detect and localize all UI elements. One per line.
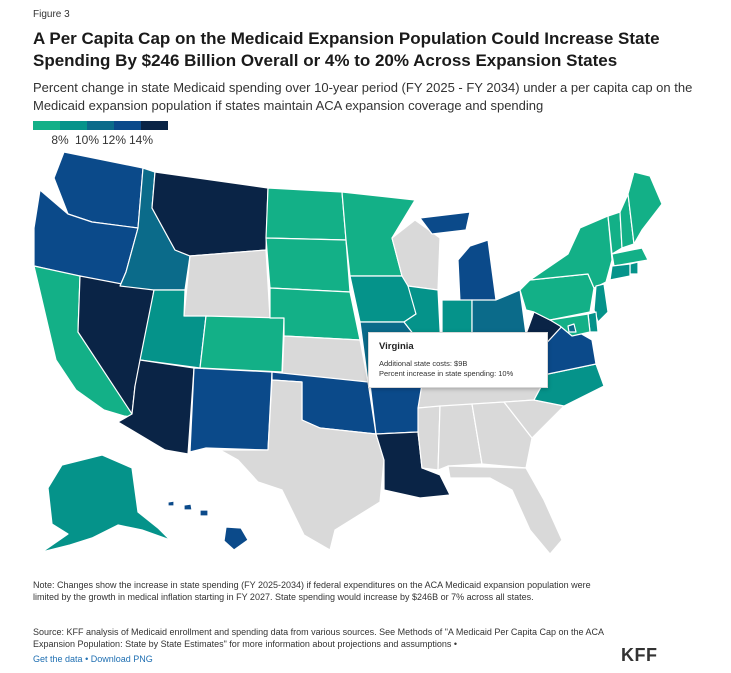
- tooltip-state-name: Virginia: [379, 341, 414, 352]
- state-florida[interactable]: [447, 465, 563, 555]
- state-texas[interactable]: [219, 379, 385, 551]
- state-maine[interactable]: [627, 171, 663, 245]
- state-wyoming[interactable]: [183, 249, 271, 319]
- state-new-mexico[interactable]: [189, 367, 273, 453]
- legend-swatches: [33, 121, 168, 130]
- state-alabama[interactable]: [437, 403, 483, 471]
- state-district-of-columbia[interactable]: [567, 323, 577, 333]
- state-georgia[interactable]: [471, 401, 533, 469]
- chart-source: Source: KFF analysis of Medicaid enrollm…: [33, 627, 604, 649]
- legend-tick-label: 12%: [101, 133, 127, 147]
- color-legend: 8% 10% 12% 14%: [33, 121, 168, 147]
- state-pennsylvania[interactable]: [519, 273, 595, 321]
- legend-tick-label: 14%: [128, 133, 154, 147]
- download-png-link[interactable]: Download PNG: [90, 654, 153, 664]
- kff-logo[interactable]: KFF: [621, 645, 658, 665]
- chart-subtitle: Percent change in state Medicaid spendin…: [33, 80, 693, 113]
- legend-tick-label: 8%: [51, 133, 69, 147]
- tooltip-additional-costs: Additional state costs: $9B: [379, 359, 468, 368]
- state-north-dakota[interactable]: [265, 187, 347, 241]
- legend-swatch-3: [87, 121, 114, 130]
- tooltip-percent-increase: Percent increase in state spending: 10%: [379, 369, 514, 378]
- figure-label: Figure 3: [33, 9, 70, 20]
- chart-note: Note: Changes show the increase in state…: [33, 580, 591, 602]
- us-choropleth-map: [33, 151, 663, 555]
- state-mississippi[interactable]: [417, 405, 441, 471]
- link-separator: •: [85, 654, 89, 664]
- state-arkansas[interactable]: [369, 383, 423, 435]
- footer-links: Get the data • Download PNG: [33, 654, 153, 664]
- state-connecticut[interactable]: [609, 263, 631, 281]
- state-new-jersey[interactable]: [593, 283, 609, 323]
- state-massachusetts[interactable]: [611, 247, 649, 267]
- state-tooltip: Virginia Additional state costs: $9B Per…: [368, 332, 548, 388]
- legend-swatch-1: [33, 121, 60, 130]
- state-new-york[interactable]: [529, 215, 613, 289]
- legend-swatch-4: [114, 121, 141, 130]
- legend-swatch-5: [141, 121, 168, 130]
- state-rhode-island[interactable]: [629, 261, 639, 275]
- state-south-dakota[interactable]: [265, 237, 351, 293]
- state-alaska[interactable]: [41, 454, 171, 553]
- legend-labels: 8% 10% 12% 14%: [33, 130, 168, 147]
- chart-title: A Per Capita Cap on the Medicaid Expansi…: [33, 29, 660, 70]
- get-the-data-link[interactable]: Get the data: [33, 654, 83, 664]
- state-colorado[interactable]: [199, 315, 285, 373]
- state-hawaii[interactable]: [167, 500, 249, 551]
- state-nebraska[interactable]: [269, 287, 361, 341]
- legend-swatch-2: [60, 121, 87, 130]
- legend-tick-label: 10%: [74, 133, 100, 147]
